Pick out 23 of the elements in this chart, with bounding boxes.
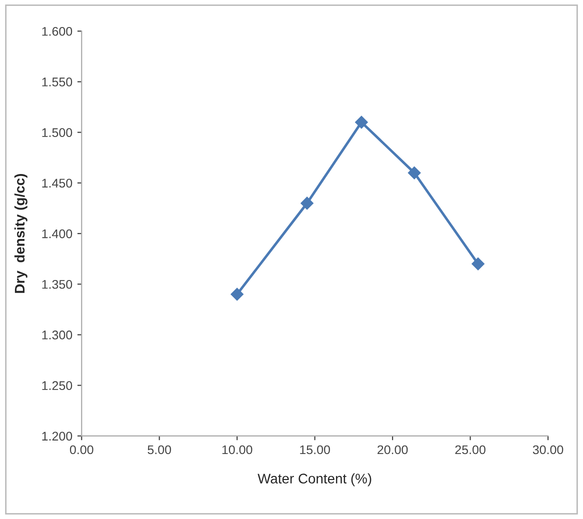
y-tick-label: 1.250 <box>42 381 72 390</box>
point <box>230 288 244 301</box>
point <box>408 166 421 180</box>
y-tick-label: 1.400 <box>42 229 72 238</box>
y-tick-label: 1.450 <box>42 178 72 188</box>
y-axis-title: Dry density (g/cc) <box>14 174 28 293</box>
point <box>300 196 314 210</box>
x-tick-label: 15.00 <box>300 445 330 454</box>
y-tick-label: 1.300 <box>42 330 72 340</box>
x-tick-label: 10.00 <box>222 445 252 454</box>
x-axis-title: Water Content (%) <box>258 473 372 486</box>
point <box>472 258 484 270</box>
point <box>355 116 368 129</box>
x-tick-label: 25.00 <box>455 445 486 454</box>
y-tick-label: 1.500 <box>42 128 72 137</box>
y-tick-label: 1.350 <box>42 280 72 289</box>
y-tick-label: 1.600 <box>42 26 72 36</box>
x-tick-label: 30.00 <box>532 445 564 454</box>
x-tick-label: 5.00 <box>148 445 172 454</box>
y-tick-label: 1.550 <box>42 78 72 86</box>
y-tick-label: 1.200 <box>42 432 72 441</box>
x-tick-label: 20.00 <box>378 445 408 454</box>
x-tick-label: 0.00 <box>70 445 94 454</box>
